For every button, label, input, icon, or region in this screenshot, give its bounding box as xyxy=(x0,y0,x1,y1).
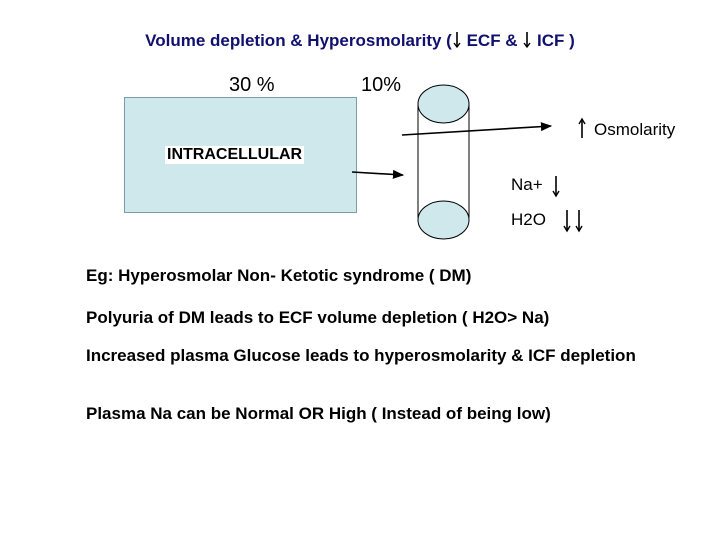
down-arrow-icon xyxy=(453,32,461,49)
water-label: H2O xyxy=(511,210,546,229)
slide-title: Volume depletion & Hyperosmolarity ( ECF… xyxy=(0,31,720,51)
extracellular-percent: 10% xyxy=(361,74,402,96)
sodium-label: Na+ xyxy=(511,175,543,194)
title-icf: ICF ) xyxy=(537,31,575,50)
title-ecf: ECF & xyxy=(466,31,518,50)
up-arrow-icon xyxy=(578,117,586,138)
intracellular-percent: 30 % xyxy=(229,74,275,96)
note-glucose: Increased plasma Glucose leads to hypero… xyxy=(86,346,636,365)
note-plasma-na: Plasma Na can be Normal OR High ( Instea… xyxy=(86,404,551,423)
osmolarity-label: Osmolarity xyxy=(594,120,676,139)
intracellular-label: INTRACELLULAR xyxy=(165,146,305,164)
down-arrow-icon xyxy=(552,176,560,198)
osmolarity-arrow xyxy=(401,122,553,136)
fluid-shift-arrow xyxy=(351,169,405,179)
ecf-cylinder xyxy=(417,84,470,240)
note-example: Eg: Hyperosmolar Non- Ketotic syndrome (… xyxy=(86,266,472,285)
down-arrow-icon xyxy=(575,210,583,233)
down-arrow-icon xyxy=(523,32,531,49)
down-arrow-icon xyxy=(563,210,571,233)
title-prefix: Volume depletion & Hyperosmolarity ( xyxy=(145,31,452,50)
note-polyuria: Polyuria of DM leads to ECF volume deple… xyxy=(86,308,550,327)
